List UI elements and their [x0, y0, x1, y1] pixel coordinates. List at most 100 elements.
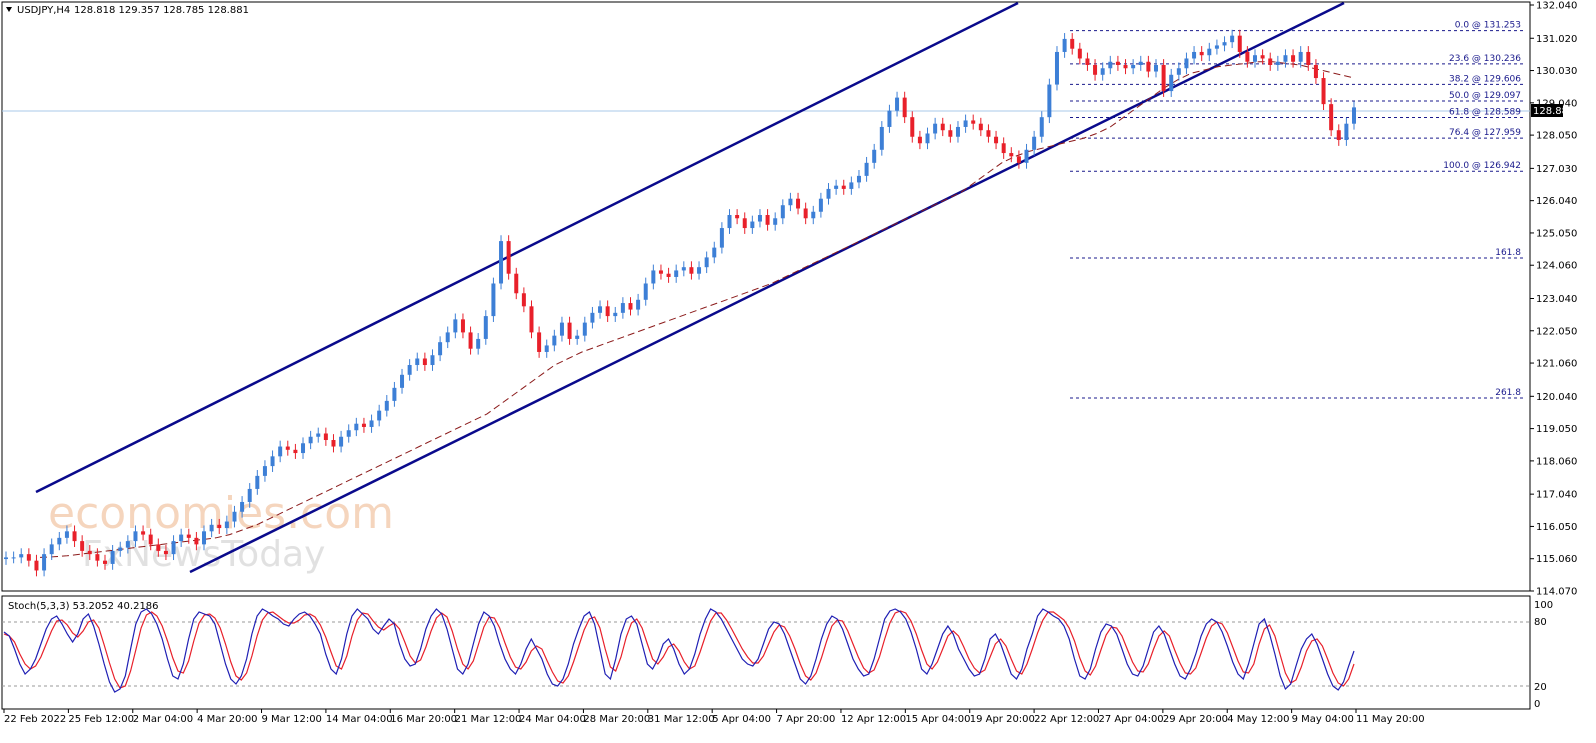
price-tick-label: 128.050 — [1536, 131, 1577, 142]
time-tick-label: 16 Mar 20:00 — [390, 714, 457, 725]
candle-body — [34, 560, 39, 571]
candle-body — [1085, 58, 1090, 66]
candle-body — [64, 531, 69, 538]
candle-body — [765, 215, 770, 225]
candle-body — [49, 544, 54, 555]
candle-body — [811, 211, 816, 219]
candle-body — [1001, 143, 1006, 154]
candle-body — [476, 338, 481, 349]
candle-body — [1237, 35, 1242, 52]
price-tick-label: 120.040 — [1536, 392, 1577, 403]
fib-level-label: 100.0 @ 126.942 — [1443, 161, 1521, 171]
candle-body — [1047, 84, 1052, 118]
candle-body — [582, 322, 587, 336]
candle-body — [575, 335, 580, 339]
candle-body — [1153, 65, 1158, 72]
header-ohlc: 128.818 129.357 128.785 128.881 — [74, 5, 249, 16]
candle-body — [636, 299, 641, 310]
time-tick-label: 22 Apr 12:00 — [1034, 714, 1099, 725]
candle-body — [4, 557, 8, 560]
candle-body — [826, 188, 831, 199]
candle-body — [11, 557, 16, 559]
candle-body — [26, 554, 31, 561]
price-tick-label: 126.040 — [1536, 196, 1577, 207]
candle-body — [209, 524, 214, 532]
price-panel-frame — [1, 1, 1531, 592]
candle-body — [1093, 65, 1098, 75]
candle-body — [773, 218, 778, 225]
time-tick-label: 29 Apr 20:00 — [1163, 714, 1228, 725]
candle-body — [301, 443, 306, 454]
candle-body — [559, 322, 564, 336]
candle-body — [1291, 55, 1296, 62]
price-tick-label: 122.050 — [1536, 326, 1577, 337]
candle-body — [521, 293, 526, 307]
triangle-down-icon[interactable] — [6, 7, 12, 12]
candle-body — [1268, 58, 1273, 66]
candle-body — [42, 554, 47, 571]
fib-level-label: 261.8 — [1495, 388, 1521, 398]
stoch-label: Stoch(5,3,3) 53.2052 40.2186 — [8, 601, 159, 612]
candle-body — [1275, 61, 1280, 66]
price-tick-label: 131.020 — [1536, 34, 1577, 45]
candle-body — [468, 332, 473, 349]
candle-body — [971, 120, 976, 124]
candle-body — [483, 316, 488, 339]
candle-body — [1108, 61, 1113, 69]
candle-body — [902, 97, 907, 118]
price-tick-label: 117.040 — [1536, 490, 1577, 501]
candle-body — [674, 270, 679, 277]
candle-body — [544, 345, 549, 352]
candle-body — [1245, 51, 1250, 62]
candle-body — [491, 283, 496, 317]
candle-body — [278, 446, 283, 457]
price-axis: 132.040 131.020 130.030 129.040 128.050 127.0… — [1530, 1, 1577, 598]
candle-body — [856, 175, 861, 183]
channel-upper-line[interactable] — [35, 1, 1019, 494]
candle-body — [704, 257, 709, 268]
time-tick-label: 27 Apr 04:00 — [1098, 714, 1163, 725]
current-price-label: 128.881 — [1533, 106, 1574, 117]
candle-body — [217, 524, 222, 529]
time-tick-label: 19 Apr 20:00 — [970, 714, 1035, 725]
candle-body — [392, 387, 397, 401]
candle-body — [506, 241, 511, 274]
price-tick-label: 123.040 — [1536, 294, 1577, 305]
candle-body — [1283, 55, 1288, 62]
candle-body — [415, 358, 420, 366]
candle-body — [163, 550, 168, 555]
candle-body — [788, 198, 793, 206]
candle-body — [430, 355, 435, 366]
candle-body — [438, 342, 443, 356]
candle-body — [1214, 45, 1219, 49]
candle-body — [323, 433, 328, 441]
candle-body — [1062, 38, 1067, 52]
candle-body — [727, 215, 732, 229]
candle-body — [1184, 58, 1189, 69]
candle-body — [1176, 68, 1181, 75]
candle-body — [689, 267, 694, 274]
candle-body — [552, 335, 557, 346]
time-tick-label: 25 Feb 12:00 — [68, 714, 134, 725]
candle-body — [400, 374, 405, 388]
fib-level-label: 50.0 @ 129.097 — [1449, 91, 1521, 101]
stoch-signal-line — [3, 610, 1355, 689]
time-tick-label: 28 Mar 20:00 — [583, 714, 650, 725]
candle-body — [232, 511, 237, 522]
candle-body — [407, 365, 412, 375]
time-tick-label: 9 Mar 12:00 — [262, 714, 322, 725]
candle-body — [529, 306, 534, 333]
time-tick-label: 9 May 04:00 — [1292, 714, 1354, 725]
candle-body — [384, 400, 389, 411]
price-tick-label: 119.050 — [1536, 424, 1577, 435]
candle-body — [361, 423, 366, 427]
candle-body — [537, 332, 542, 352]
candle-body — [1100, 68, 1105, 75]
price-tick-label: 115.060 — [1536, 554, 1577, 565]
channel-lower-line[interactable] — [189, 1, 1345, 574]
time-tick-label: 21 Mar 12:00 — [455, 714, 522, 725]
candle-body — [1115, 61, 1120, 66]
candles — [4, 29, 1356, 577]
candle-body — [1344, 123, 1349, 141]
